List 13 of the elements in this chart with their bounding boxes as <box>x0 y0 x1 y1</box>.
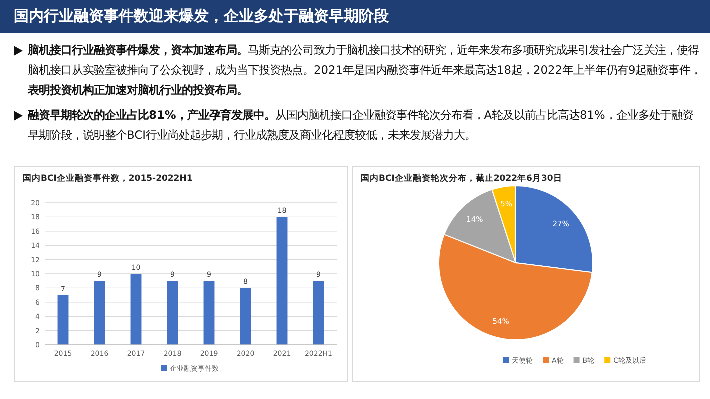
bar <box>313 281 324 345</box>
bar <box>130 274 142 345</box>
text: 脑机接口行业融资事件爆发，资本加速布局。马斯克的公司致力于脑机接口技术的研究，近年来发布多项研究成果引发社会广泛关注，使得脑机接口从实验室被推向了公众视野，成为当下投资热点。2021年是国内融资事件近年来最高达18起，2022年上半年仍有9起融资事件，表明投资机构正加速对脑机行业的投资布局。 <box>28 43 702 97</box>
text: 国内行业融资事件数迎来爆发，企业多处于融资早期阶段 <box>14 7 389 26</box>
bar <box>167 281 178 345</box>
bar <box>204 281 215 345</box>
text: 融资早期轮次的企业占比81%，产业孕育发展中。从国内脑机接口企业融资事件轮次分布看，A轮及以前占比高达81%，企业多处于融资早期阶段，说明整个BCI行业尚处起步期，行业成熟度及商业化程度较低，未来发展潜力大。 <box>28 108 694 142</box>
bar <box>276 217 288 345</box>
chart-title: 国内BCI企业融资轮次分布，截止2022年6月30日 <box>361 173 562 184</box>
chart-title: 国内BCI企业融资事件数，2015-2022H1 <box>23 173 193 184</box>
bar <box>94 281 106 345</box>
bar <box>58 295 69 345</box>
bar <box>240 288 252 345</box>
